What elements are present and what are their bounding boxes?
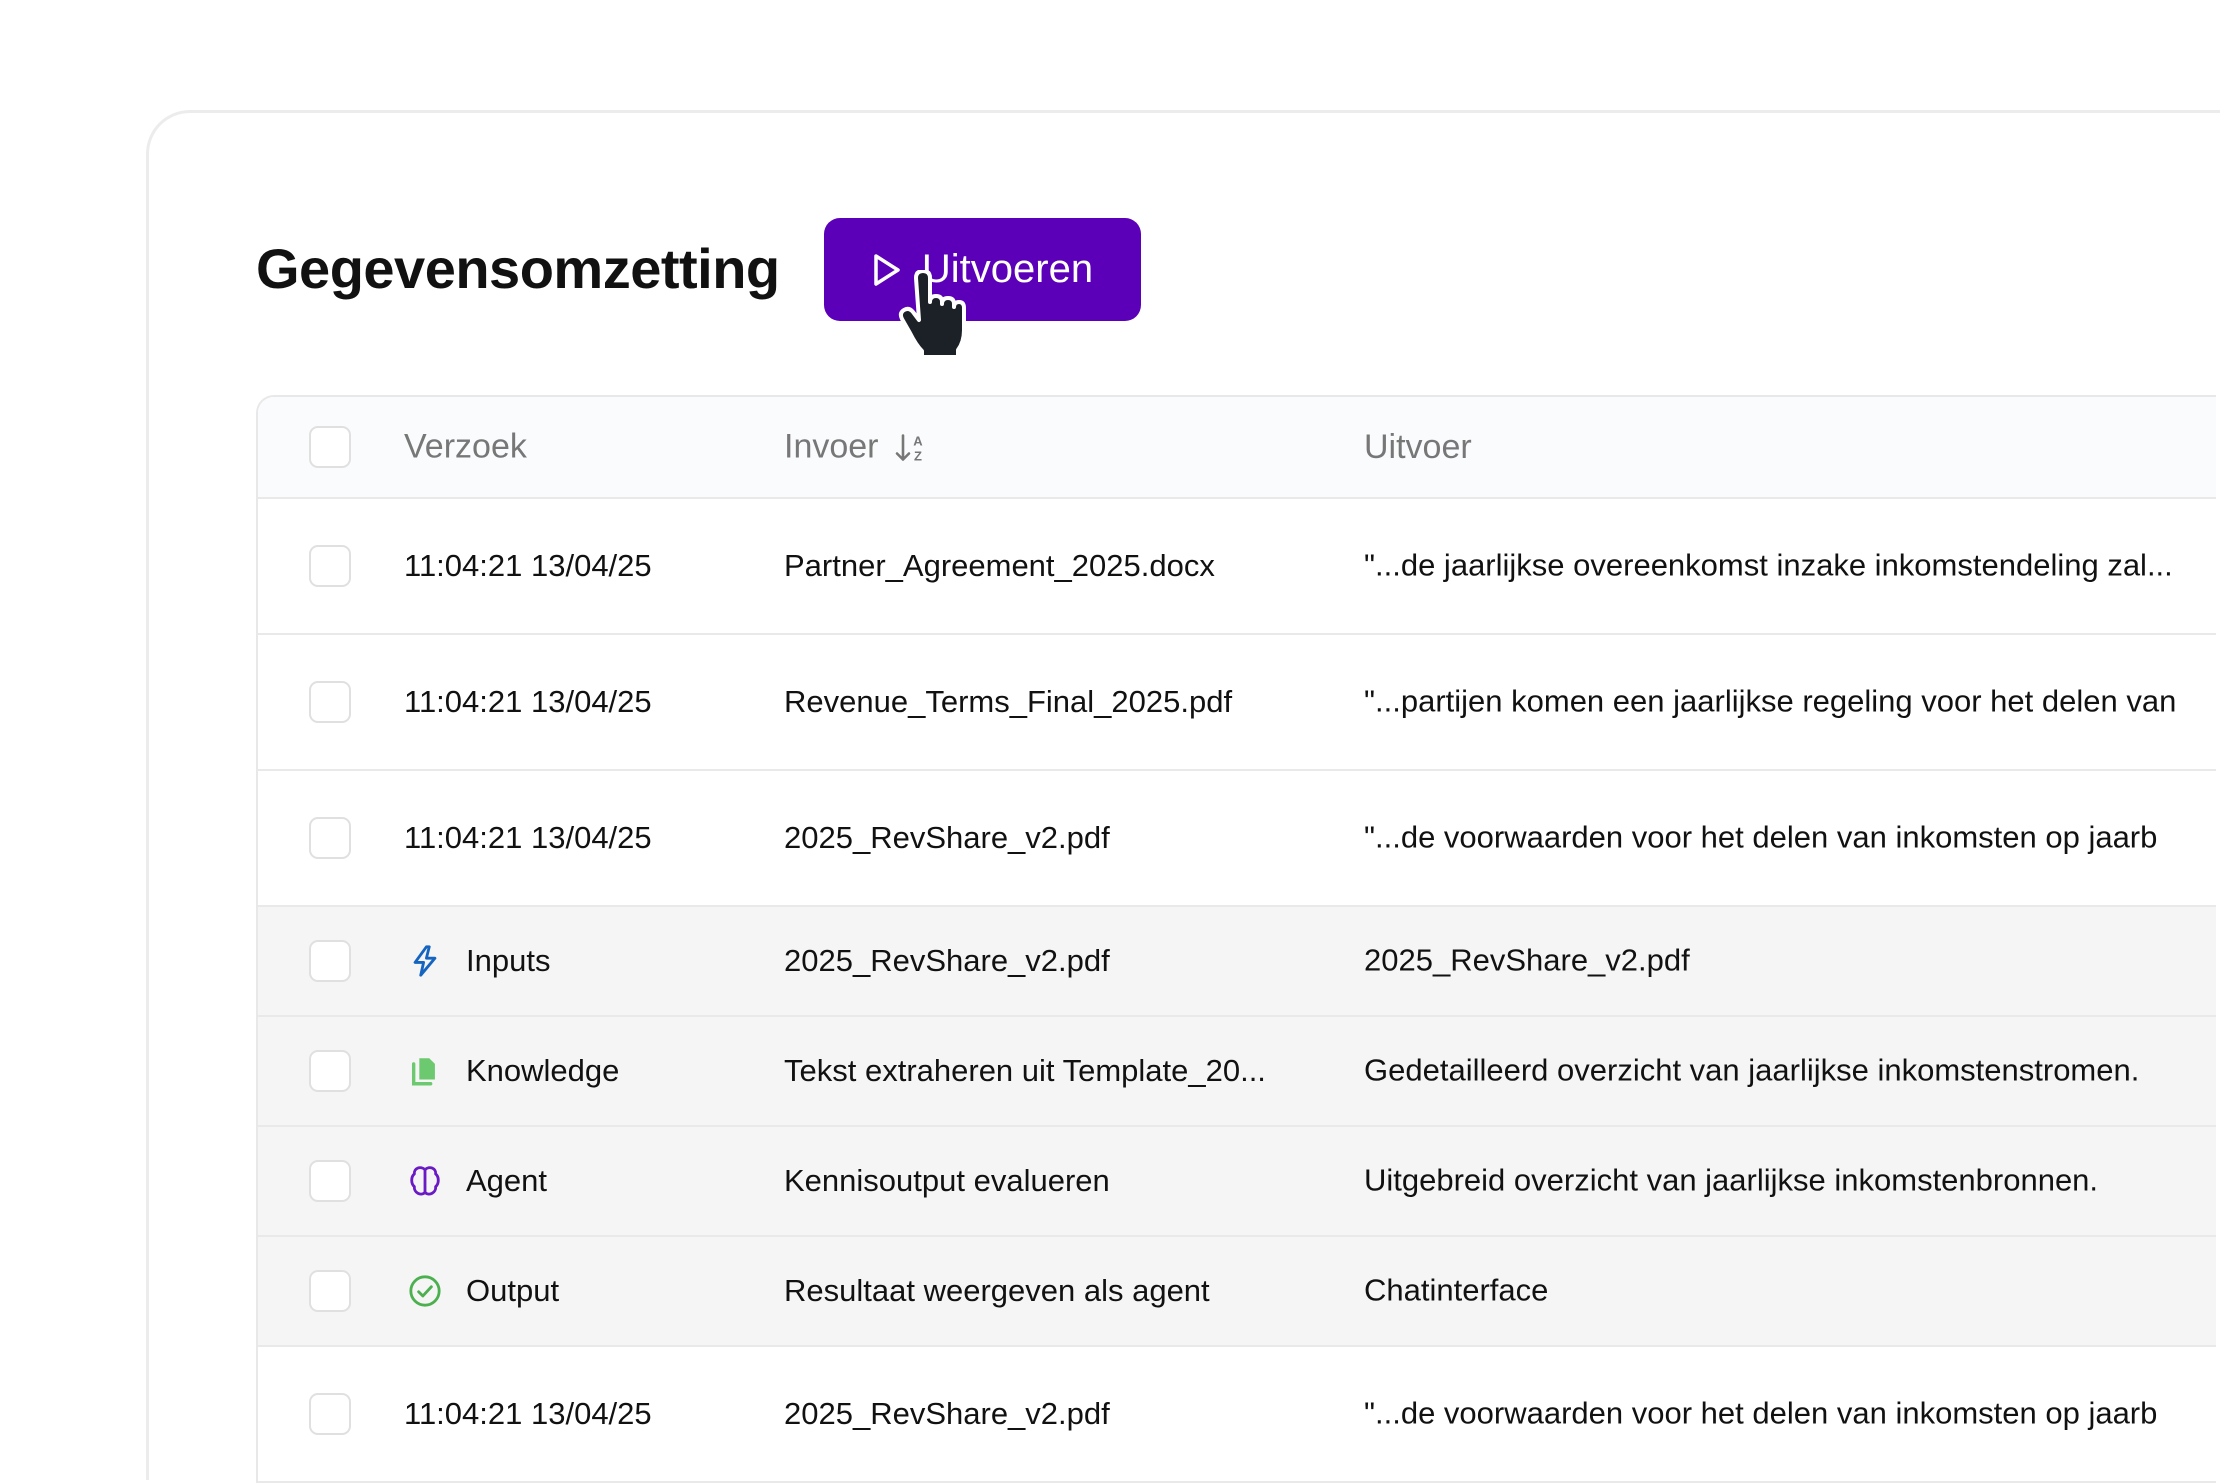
lightning-icon bbox=[408, 944, 442, 978]
table-row[interactable]: Knowledge Tekst extraheren uit Template_… bbox=[258, 1017, 2216, 1127]
row-checkbox[interactable] bbox=[309, 681, 351, 723]
table-row[interactable]: Agent Kennisoutput evalueren Uitgebreid … bbox=[258, 1127, 2216, 1237]
cell-input: 2025_RevShare_v2.pdf bbox=[784, 820, 1110, 855]
table-row[interactable]: 11:04:21 13/04/25 2025_RevShare_v2.pdf "… bbox=[258, 771, 2216, 907]
cell-input: Kennisoutput evalueren bbox=[784, 1163, 1110, 1198]
row-checkbox[interactable] bbox=[309, 545, 351, 587]
column-header-input[interactable]: Invoer A Z bbox=[784, 428, 1344, 467]
table-row[interactable]: 11:04:21 13/04/25 Revenue_Terms_Final_20… bbox=[258, 635, 2216, 771]
cell-request-text: Inputs bbox=[466, 943, 551, 978]
play-icon bbox=[874, 253, 900, 286]
column-header-request[interactable]: Verzoek bbox=[404, 427, 527, 466]
cell-request: 11:04:21 13/04/25 bbox=[404, 684, 652, 720]
table-row[interactable]: 11:04:21 13/04/25 Partner_Agreement_2025… bbox=[258, 499, 2216, 635]
cell-input: Partner_Agreement_2025.docx bbox=[784, 548, 1215, 583]
select-all-checkbox[interactable] bbox=[309, 426, 351, 468]
page-title: Gegevensomzetting bbox=[256, 237, 780, 300]
documents-icon bbox=[408, 1054, 442, 1088]
cell-request-text: 11:04:21 13/04/25 bbox=[404, 1396, 652, 1431]
cell-input: Tekst extraheren uit Template_20... bbox=[784, 1053, 1266, 1088]
row-checkbox[interactable] bbox=[309, 1050, 351, 1092]
cell-input: Revenue_Terms_Final_2025.pdf bbox=[784, 684, 1233, 719]
cell-request: Agent bbox=[404, 1163, 547, 1199]
cell-request-text: 11:04:21 13/04/25 bbox=[404, 684, 652, 719]
cell-request: Output bbox=[404, 1273, 559, 1309]
svg-text:Z: Z bbox=[914, 449, 922, 464]
cell-output: 2025_RevShare_v2.pdf bbox=[1364, 942, 1690, 978]
brain-icon bbox=[408, 1164, 442, 1198]
cell-request-text: Output bbox=[466, 1273, 560, 1308]
row-checkbox[interactable] bbox=[309, 1270, 351, 1312]
cell-output: Uitgebreid overzicht van jaarlijkse inko… bbox=[1364, 1162, 2099, 1198]
cell-request-text: 11:04:21 13/04/25 bbox=[404, 548, 652, 583]
cell-request: 11:04:21 13/04/25 bbox=[404, 548, 652, 584]
data-table: Verzoek Invoer A Z Uitvoer 11:04:21 13/04/… bbox=[256, 395, 2216, 1483]
table-row[interactable]: 11:04:21 13/04/25 2025_RevShare_v2.pdf "… bbox=[258, 1347, 2216, 1483]
cell-request: 11:04:21 13/04/25 bbox=[404, 1396, 652, 1432]
cell-input: 2025_RevShare_v2.pdf bbox=[784, 1396, 1110, 1431]
cell-output: "...de voorwaarden voor het delen van in… bbox=[1364, 1395, 2158, 1431]
sort-alpha-down-icon[interactable]: AZ bbox=[895, 432, 927, 466]
cell-request: 11:04:21 13/04/25 bbox=[404, 820, 652, 856]
row-checkbox[interactable] bbox=[309, 940, 351, 982]
table-row[interactable]: Inputs 2025_RevShare_v2.pdf 2025_RevShar… bbox=[258, 907, 2216, 1017]
cell-output: "...de voorwaarden voor het delen van in… bbox=[1364, 819, 2158, 855]
column-header-input-label: Invoer bbox=[784, 427, 879, 466]
cell-output: Gedetailleerd overzicht van jaarlijkse i… bbox=[1364, 1052, 2140, 1088]
column-header-output[interactable]: Uitvoer bbox=[1364, 427, 1472, 466]
cell-output: "...de jaarlijkse overeenkomst inzake in… bbox=[1364, 547, 2173, 583]
cell-output: "...partijen komen een jaarlijkse regeli… bbox=[1364, 683, 2177, 719]
check-circle-icon bbox=[408, 1274, 442, 1308]
cell-request-text: Agent bbox=[466, 1163, 548, 1198]
cell-request-text: 11:04:21 13/04/25 bbox=[404, 820, 652, 855]
table-header: Verzoek Invoer A Z Uitvoer bbox=[258, 397, 2216, 499]
table-row[interactable]: Output Resultaat weergeven als agent Cha… bbox=[258, 1237, 2216, 1347]
row-checkbox[interactable] bbox=[309, 1160, 351, 1202]
cell-input: 2025_RevShare_v2.pdf bbox=[784, 943, 1110, 978]
svg-text:A: A bbox=[913, 434, 923, 449]
cell-request: Inputs bbox=[404, 943, 550, 979]
run-button[interactable]: Uitvoeren bbox=[824, 218, 1141, 321]
run-button-label: Uitvoeren bbox=[921, 247, 1094, 291]
cell-output: Chatinterface bbox=[1364, 1272, 1549, 1308]
hand-cursor-icon bbox=[898, 270, 966, 358]
cell-request: Knowledge bbox=[404, 1053, 619, 1089]
cell-input: Resultaat weergeven als agent bbox=[784, 1273, 1210, 1308]
row-checkbox[interactable] bbox=[309, 817, 351, 859]
cell-request-text: Knowledge bbox=[466, 1053, 620, 1088]
row-checkbox[interactable] bbox=[309, 1393, 351, 1435]
